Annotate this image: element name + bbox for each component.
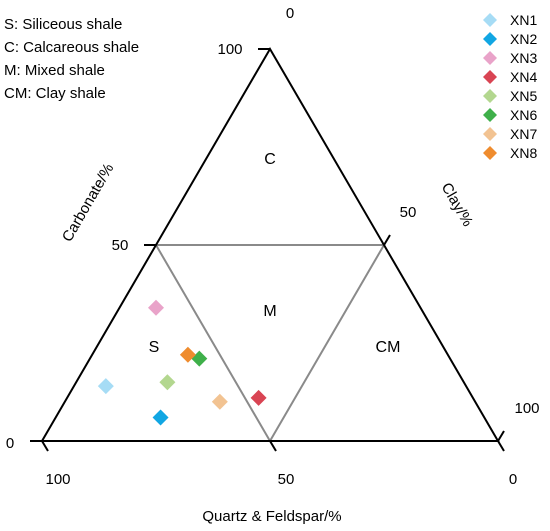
tick-label-clay-0: 0 — [286, 5, 294, 22]
legend-marker-xn7 — [483, 127, 497, 141]
legend-entry-xn1: XN1 — [483, 12, 537, 28]
region-key-entry-siliceous: S: Siliceous shale — [4, 16, 122, 33]
legend-marker-xn4 — [483, 70, 497, 84]
tick-label-clay-100: 100 — [514, 400, 539, 417]
tick-label-quartz-100: 100 — [45, 471, 70, 488]
data-point-xn5 — [159, 374, 176, 391]
legend-marker-xn8 — [483, 146, 497, 160]
legend-entry-xn6: XN6 — [483, 107, 537, 123]
legend-label-xn6: XN6 — [510, 107, 537, 123]
data-point-xn8 — [179, 346, 196, 363]
region-label-s: S — [149, 339, 160, 356]
tick-label-carbonate-0: 0 — [6, 435, 14, 452]
legend-marker-xn2 — [483, 32, 497, 46]
divider-quartz-50 — [155, 244, 271, 442]
data-points — [97, 299, 267, 426]
legend-marker-xn3 — [483, 51, 497, 65]
data-point-xn7 — [211, 393, 228, 410]
data-point-xn1 — [97, 378, 114, 395]
divider-clay-50 — [269, 244, 385, 442]
legend-marker-xn5 — [483, 89, 497, 103]
data-point-xn2 — [152, 409, 169, 426]
region-key-entry-mixed: M: Mixed shale — [4, 62, 105, 79]
legend-label-xn7: XN7 — [510, 126, 537, 142]
legend-marker-xn6 — [483, 108, 497, 122]
axis-title-quartz-feldspar: Quartz & Feldspar/% — [202, 508, 341, 525]
legend-label-xn8: XN8 — [510, 145, 537, 161]
region-key-entry-calcareous: C: Calcareous shale — [4, 39, 139, 56]
tick-mark — [269, 440, 277, 452]
legend-label-xn3: XN3 — [510, 50, 537, 66]
tick-label-carbonate-100: 100 — [217, 41, 242, 58]
region-key-entry-clay: CM: Clay shale — [4, 85, 106, 102]
legend-entry-xn4: XN4 — [483, 69, 537, 85]
legend-entry-xn3: XN3 — [483, 50, 537, 66]
legend-label-xn4: XN4 — [510, 69, 537, 85]
tick-label-clay-50: 50 — [400, 204, 417, 221]
tick-mark — [497, 430, 505, 442]
legend-label-xn1: XN1 — [510, 12, 537, 28]
tick-label-quartz-50: 50 — [278, 471, 295, 488]
legend-marker-xn1 — [483, 13, 497, 27]
legend: XN1 XN2 XN3 XN4 XN5 XN6 XN7 XN8 — [483, 12, 537, 161]
tick-label-carbonate-50: 50 — [112, 237, 129, 254]
legend-label-xn5: XN5 — [510, 88, 537, 104]
tick-label-quartz-0: 0 — [509, 471, 517, 488]
data-point-xn3 — [148, 299, 164, 316]
legend-entry-xn8: XN8 — [483, 145, 537, 161]
legend-label-xn2: XN2 — [510, 31, 537, 47]
tick-mark — [497, 440, 505, 452]
region-labels: C M S CM — [149, 151, 401, 356]
axis-title-clay: Clay/% — [438, 180, 476, 230]
tick-mark — [41, 440, 49, 452]
region-dividers — [155, 244, 385, 442]
data-point-xn4 — [250, 389, 267, 406]
axis-title-carbonate: Carbonate/% — [59, 161, 118, 245]
tick-marks — [30, 48, 505, 452]
region-label-m: M — [263, 303, 276, 320]
tick-labels: 100 50 0 0 50 100 100 50 0 — [6, 5, 540, 488]
region-key: S: Siliceous shale C: Calcareous shale M… — [4, 16, 139, 102]
legend-entry-xn7: XN7 — [483, 126, 537, 142]
legend-entry-xn5: XN5 — [483, 88, 537, 104]
tick-mark — [383, 234, 391, 246]
region-label-c: C — [264, 151, 276, 168]
region-label-cm: CM — [376, 339, 401, 356]
legend-entry-xn2: XN2 — [483, 31, 537, 47]
